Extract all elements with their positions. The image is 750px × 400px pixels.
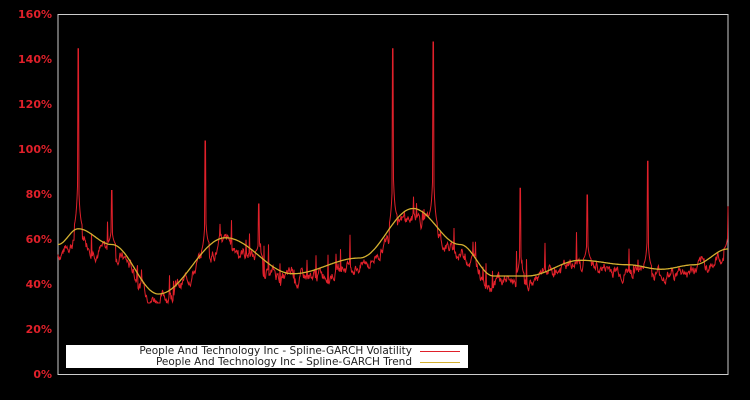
y-tick-label: 80% (25, 188, 52, 201)
volatility-series (57, 41, 729, 305)
y-tick-label: 120% (18, 98, 52, 111)
legend-label-volatility: People And Technology Inc - Spline-GARCH… (139, 345, 412, 357)
y-tick-label: 60% (25, 233, 52, 246)
y-tick-label: 20% (25, 323, 52, 336)
trend-series (57, 207, 728, 295)
legend-label-trend: People And Technology Inc - Spline-GARCH… (155, 356, 412, 368)
y-tick-label: 100% (18, 143, 52, 156)
volatility-line (57, 41, 729, 305)
y-tick-label: 0% (33, 368, 52, 381)
legend-swatch-volatility (420, 350, 460, 352)
y-tick-label: 140% (18, 53, 52, 66)
legend-item-trend: People And Technology Inc - Spline-GARCH… (156, 356, 460, 368)
legend-item-volatility: People And Technology Inc - Spline-GARCH… (139, 345, 460, 357)
trend-line (57, 207, 728, 295)
y-tick-label: 160% (18, 8, 52, 21)
y-tick-label: 40% (25, 278, 52, 291)
legend-swatch-trend (420, 361, 460, 363)
legend: People And Technology Inc - Spline-GARCH… (66, 345, 468, 368)
